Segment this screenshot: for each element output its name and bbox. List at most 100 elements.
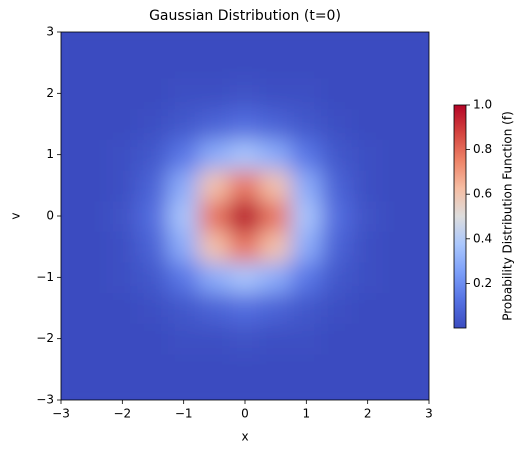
x-tick-label: 0 [241,407,249,421]
heatmap-cell [382,353,415,386]
x-axis-label: x [241,430,248,444]
heatmap-cell [413,169,429,202]
heatmap-cell [259,138,292,171]
y-tick-label: 1 [46,147,54,161]
heatmap-cell [75,261,108,294]
heatmap-cell [137,384,169,400]
heatmap-cell [229,108,261,140]
heatmap-cell [75,292,108,324]
colorbar-tick-label: 0.2 [473,276,492,290]
heatmap-cell [259,46,292,79]
heatmap-cell [229,200,261,232]
heatmap-cell [137,138,169,171]
heatmap-cell [351,322,384,355]
heatmap-cell [61,32,77,48]
heatmap-cell [290,353,323,386]
heatmap-cell [75,230,108,263]
heatmap [61,32,429,400]
heatmap-cell [351,261,384,294]
y-tick-label: −2 [36,331,54,345]
heatmap-cell [198,46,231,79]
heatmap-cell [321,292,353,324]
heatmap-cell [321,32,353,48]
heatmap-cell [137,292,169,324]
heatmap-cell [75,200,108,232]
heatmap-cell [137,322,169,355]
heatmap-cell [351,138,384,171]
heatmap-cell [106,384,139,400]
heatmap-cell [290,322,323,355]
heatmap-cell [106,46,139,79]
heatmap-cell [382,77,415,110]
heatmap-cell [290,261,323,294]
heatmap-cell [167,169,200,202]
heatmap-cell [198,32,231,48]
heatmap-cell [61,230,77,263]
heatmap-cell [290,292,323,324]
x-tick-label: 3 [425,407,433,421]
y-axis-label: v [9,212,23,219]
heatmap-cell [259,77,292,110]
heatmap-cell [167,230,200,263]
heatmap-cell [137,169,169,202]
heatmap-cell [382,32,415,48]
heatmap-cell [229,353,261,386]
heatmap-cell [229,77,261,110]
heatmap-cell [75,108,108,140]
heatmap-cell [167,292,200,324]
y-tick-label: 3 [46,25,54,39]
heatmap-cell [229,384,261,400]
heatmap-cell [382,46,415,79]
heatmap-cell [167,261,200,294]
colorbar-tick-label: 0.6 [473,187,492,201]
heatmap-cell [351,46,384,79]
heatmap-cell [259,261,292,294]
heatmap-cell [321,169,353,202]
heatmap-cell [290,108,323,140]
heatmap-cell [137,46,169,79]
heatmap-cell [413,353,429,386]
heatmap-cell [351,32,384,48]
x-tick-label: −1 [175,407,193,421]
heatmap-cell [382,230,415,263]
heatmap-cell [259,322,292,355]
heatmap-cell [413,46,429,79]
heatmap-cell [290,169,323,202]
x-tick-label: −2 [113,407,131,421]
heatmap-cell [198,138,231,171]
heatmap-cell [61,322,77,355]
heatmap-cell [167,384,200,400]
heatmap-cell [198,353,231,386]
heatmap-cell [321,138,353,171]
heatmap-cell [259,230,292,263]
heatmap-cell [382,138,415,171]
heatmap-cell [290,230,323,263]
heatmap-cell [198,169,231,202]
heatmap-cell [413,384,429,400]
heatmap-cell [229,230,261,263]
heatmap-cell [259,353,292,386]
heatmap-cell [61,169,77,202]
heatmap-cell [413,32,429,48]
heatmap-cell [321,200,353,232]
heatmap-cell [259,32,292,48]
heatmap-cell [198,230,231,263]
chart-title: Gaussian Distribution (t=0) [149,8,341,24]
heatmap-cell [137,261,169,294]
heatmap-cell [75,169,108,202]
heatmap-cell [106,169,139,202]
y-tick-label: 2 [46,86,54,100]
heatmap-cell [321,261,353,294]
heatmap-cell [351,384,384,400]
heatmap-cell [229,138,261,171]
heatmap-cell [137,108,169,140]
heatmap-cell [290,46,323,79]
heatmap-cell [229,32,261,48]
heatmap-cell [259,200,292,232]
heatmap-cell [106,200,139,232]
heatmap-cell [382,200,415,232]
heatmap-cell [167,108,200,140]
heatmap-cell [137,200,169,232]
heatmap-cell [106,77,139,110]
